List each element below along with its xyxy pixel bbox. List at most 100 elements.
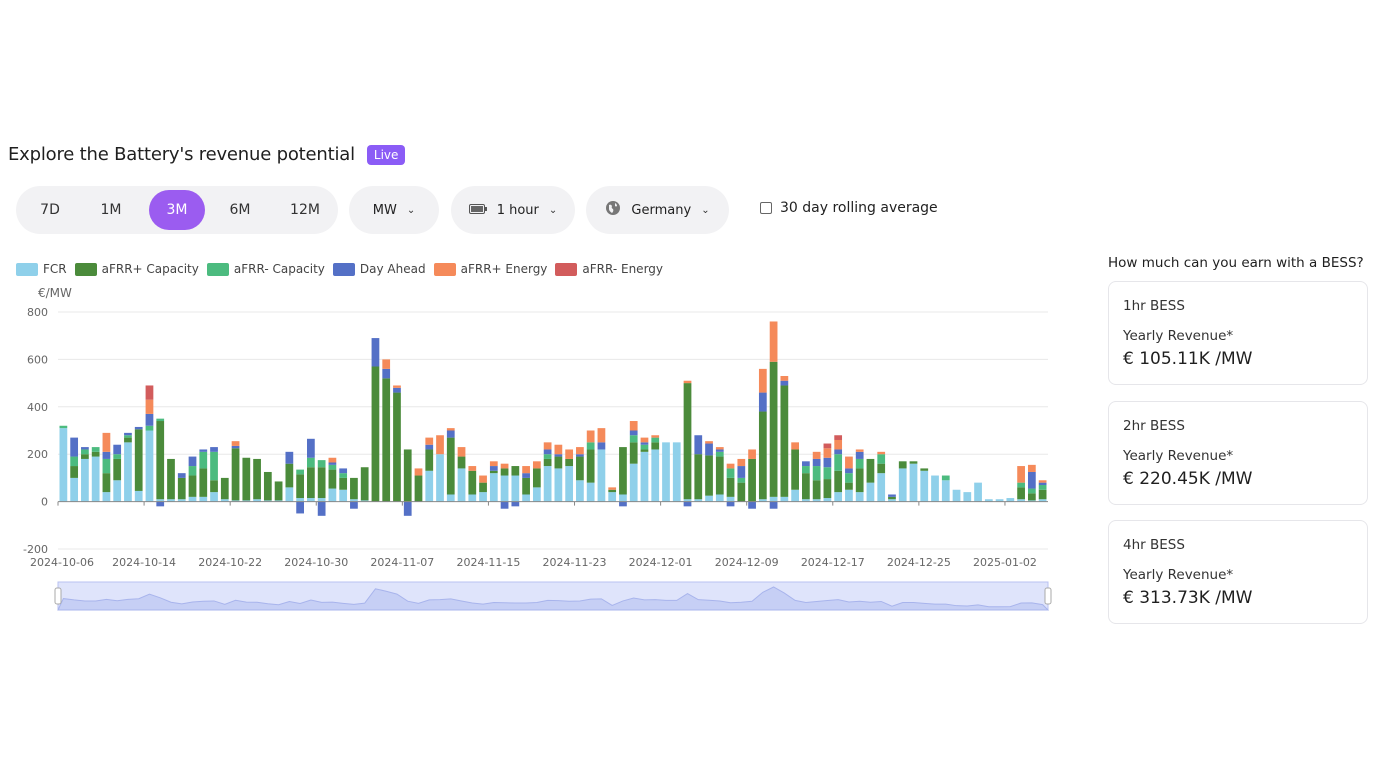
range-button-6m[interactable]: 6M (229, 202, 251, 218)
bar-segment (780, 380, 789, 386)
card-value: € 313.73K /MW (1123, 588, 1253, 608)
bar-segment (446, 428, 455, 431)
bar-segment (489, 473, 498, 502)
bar-segment (124, 442, 132, 502)
bar-segment (489, 470, 498, 474)
bar-segment (1038, 489, 1047, 500)
bar-segment (489, 461, 498, 467)
bar-segment (220, 499, 229, 502)
x-tick-label: 2024-11-23 (543, 556, 607, 569)
bar-segment (651, 442, 660, 450)
bar-segment (802, 466, 810, 474)
bar-segment (812, 499, 821, 502)
bar-segment (307, 498, 315, 502)
bar-segment (554, 456, 563, 469)
x-tick-label: 2025-01-02 (973, 556, 1037, 569)
bar-segment (156, 501, 165, 507)
bar-segment (436, 435, 444, 455)
bar-segment (134, 426, 143, 430)
bar-segment (285, 487, 294, 502)
bar-segment (468, 470, 477, 495)
bar-segment (457, 456, 466, 469)
region-dropdown[interactable]: Germany ⌄ (586, 186, 729, 234)
zoom-handle-left[interactable] (54, 587, 62, 605)
legend-item-afrr-minus-energy[interactable]: aFRR- Energy (555, 262, 663, 276)
bar-segment (597, 442, 606, 450)
bar-segment (543, 449, 552, 455)
bar-segment (339, 473, 348, 478)
bar-segment (360, 467, 369, 501)
legend-swatch (206, 262, 229, 276)
bar-segment (877, 451, 886, 455)
bar-segment (113, 444, 122, 455)
x-tick-label: 2024-10-22 (198, 556, 262, 569)
unit-dropdown[interactable]: MW ⌄ (349, 186, 439, 234)
bar-segment (554, 468, 563, 502)
bar-segment (102, 458, 111, 474)
bar-segment (532, 461, 541, 469)
bar-segment (1017, 487, 1025, 500)
legend-item-afrr-plus-capacity[interactable]: aFRR+ Capacity (74, 262, 199, 276)
bar-segment (651, 449, 660, 502)
card-title: 4hr BESS (1123, 537, 1185, 553)
bar-segment (845, 473, 853, 483)
bar-segment (1027, 464, 1036, 472)
bess-card-1hr: 1hr BESS Yearly Revenue* € 105.11K /MW (1108, 281, 1368, 385)
bar-segment (586, 442, 595, 450)
bar-segment (748, 501, 756, 509)
bar-segment (834, 492, 843, 502)
legend-swatch (332, 262, 355, 276)
legend-label: aFRR+ Energy (460, 262, 548, 276)
bar-segment (210, 447, 218, 452)
bar-segment (608, 489, 617, 493)
bar-segment (823, 479, 832, 499)
rolling-average-checkbox[interactable] (760, 202, 772, 214)
card-value: € 105.11K /MW (1123, 349, 1253, 369)
legend-item-day-ahead[interactable]: Day Ahead (332, 262, 426, 276)
range-button-1m[interactable]: 1M (100, 202, 122, 218)
bar-segment (629, 421, 638, 431)
bar-segment (898, 461, 907, 469)
bar-segment (629, 435, 638, 443)
bar-segment (931, 475, 939, 502)
bar-segment (296, 498, 304, 502)
bar-segment (296, 474, 304, 499)
bar-segment (393, 385, 401, 388)
bar-segment (737, 482, 746, 502)
rolling-average-toggle[interactable]: 30 day rolling average (760, 200, 938, 216)
duration-dropdown[interactable]: 1 hour ⌄ (451, 186, 575, 234)
bar-segment (845, 482, 853, 490)
bar-segment (1017, 466, 1025, 483)
bar-segment (726, 496, 735, 502)
range-button-7d[interactable]: 7D (40, 202, 60, 218)
legend-item-afrr-plus-energy[interactable]: aFRR+ Energy (433, 262, 548, 276)
zoom-handle-right[interactable] (1044, 587, 1052, 605)
bar-segment (780, 385, 789, 497)
bess-card-2hr: 2hr BESS Yearly Revenue* € 220.45K /MW (1108, 401, 1368, 505)
bar-segment (802, 473, 810, 500)
y-axis-label: €/MW (38, 286, 72, 300)
x-tick-label: 2024-12-25 (887, 556, 951, 569)
bar-segment (834, 454, 843, 471)
battery-icon (468, 203, 487, 218)
legend-item-fcr[interactable]: FCR (16, 262, 67, 276)
bar-segment (963, 492, 972, 502)
bar-segment (59, 428, 68, 502)
bar-segment (532, 468, 541, 488)
globe-icon (605, 200, 621, 220)
bar-segment (113, 454, 122, 459)
range-button-3m[interactable]: 3M (149, 190, 205, 230)
legend-item-afrr-minus-capacity[interactable]: aFRR- Capacity (206, 262, 325, 276)
bar-segment (317, 460, 326, 468)
bar-segment (307, 457, 315, 468)
range-button-12m[interactable]: 12M (290, 202, 320, 218)
bar-segment (360, 500, 369, 502)
bar-segment (1038, 485, 1047, 490)
bar-segment (726, 477, 735, 497)
bar-segment (274, 481, 283, 501)
bar-segment (70, 477, 79, 502)
bar-segment (124, 437, 132, 443)
bar-segment (1017, 499, 1025, 502)
bar-segment (113, 480, 122, 502)
x-tick-label: 2024-11-15 (456, 556, 520, 569)
